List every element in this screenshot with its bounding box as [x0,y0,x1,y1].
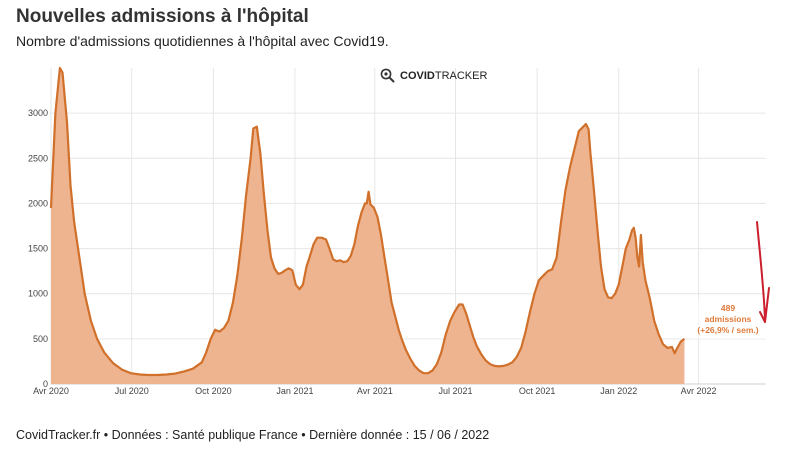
covidtracker-logo: COVIDTRACKER [380,68,487,83]
x-tick-label: Avr 2021 [357,386,393,396]
admissions-line [49,66,686,377]
x-tick-label: Avr 2020 [33,386,69,396]
annotation-label: admissions [705,314,752,324]
x-tick-label: Oct 2020 [195,386,232,396]
x-tick-label: Jul 2020 [115,386,149,396]
chart-subtitle: Nombre d'admissions quotidiennes à l'hôp… [16,33,389,49]
y-tick-label: 1000 [28,289,48,299]
y-tick-label: 1500 [28,244,48,254]
annotation-box: 489 admissions (+26,9% / sem.) [690,299,766,339]
annotation-change: (+26,9% / sem.) [697,325,758,335]
y-tick-label: 3000 [28,108,48,118]
x-tick-label: Jul 2021 [439,386,473,396]
brand-light: TRACKER [435,70,488,82]
x-tick-label: Jan 2022 [600,386,637,396]
svg-text:COVIDTRACKER: COVIDTRACKER [400,70,487,82]
red-arrow [756,221,770,323]
y-tick-label: 500 [33,334,48,344]
annotation-value: 489 [721,303,735,313]
x-tick-label: Oct 2021 [519,386,556,396]
y-tick-label: 2000 [28,198,48,208]
y-tick-label: 2500 [28,153,48,163]
admissions-area [51,68,685,384]
chart-footer: CovidTracker.fr • Données : Santé publiq… [16,428,490,442]
x-tick-label: Avr 2022 [681,386,717,396]
brand-bold: COVID [400,70,435,82]
y-tick-label: 0 [43,379,48,389]
x-tick-label: Jan 2021 [276,386,313,396]
y-axis-labels: 0 500 1000 1500 2000 2500 3000 [28,108,48,389]
x-axis-labels: Avr 2020 Jul 2020 Oct 2020 Jan 2021 Avr 2021… [33,386,716,396]
chart-title: Nouvelles admissions à l'hôpital [16,6,309,27]
magnifier-virus-icon [380,68,395,83]
